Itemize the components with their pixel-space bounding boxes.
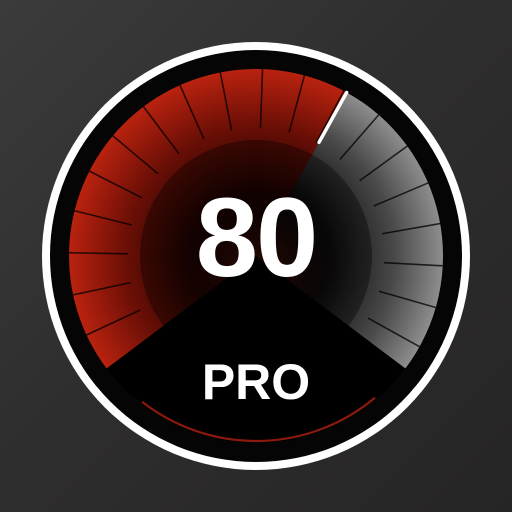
dial-bottom-segment xyxy=(106,256,406,443)
dial-tick xyxy=(69,251,129,255)
dial-tick xyxy=(112,135,159,175)
dial-tick xyxy=(373,182,429,207)
dial-tick xyxy=(383,261,443,267)
dial-tick xyxy=(259,69,264,129)
dial-tick xyxy=(359,145,408,182)
speed-needle xyxy=(317,90,349,145)
dial-tick xyxy=(378,290,436,309)
dial-tick xyxy=(315,90,345,144)
dial-tick xyxy=(72,281,131,296)
dial-tick xyxy=(219,72,233,131)
dial-tick xyxy=(367,317,420,348)
speed-arc-remaining xyxy=(256,92,443,369)
dial-ticks xyxy=(69,69,443,348)
dial-bottom-red-rim xyxy=(141,396,376,443)
dial-tick xyxy=(86,309,141,336)
dial-tick xyxy=(339,114,380,160)
dial-tick xyxy=(142,106,180,155)
dial-tick xyxy=(89,170,143,199)
speed-value: 80 xyxy=(195,175,319,300)
dial-tick xyxy=(381,222,441,235)
pro-badge-label: PRO xyxy=(201,354,311,410)
dial-tick xyxy=(288,75,306,133)
dial-tick xyxy=(74,209,132,226)
dial-tick xyxy=(179,84,205,140)
